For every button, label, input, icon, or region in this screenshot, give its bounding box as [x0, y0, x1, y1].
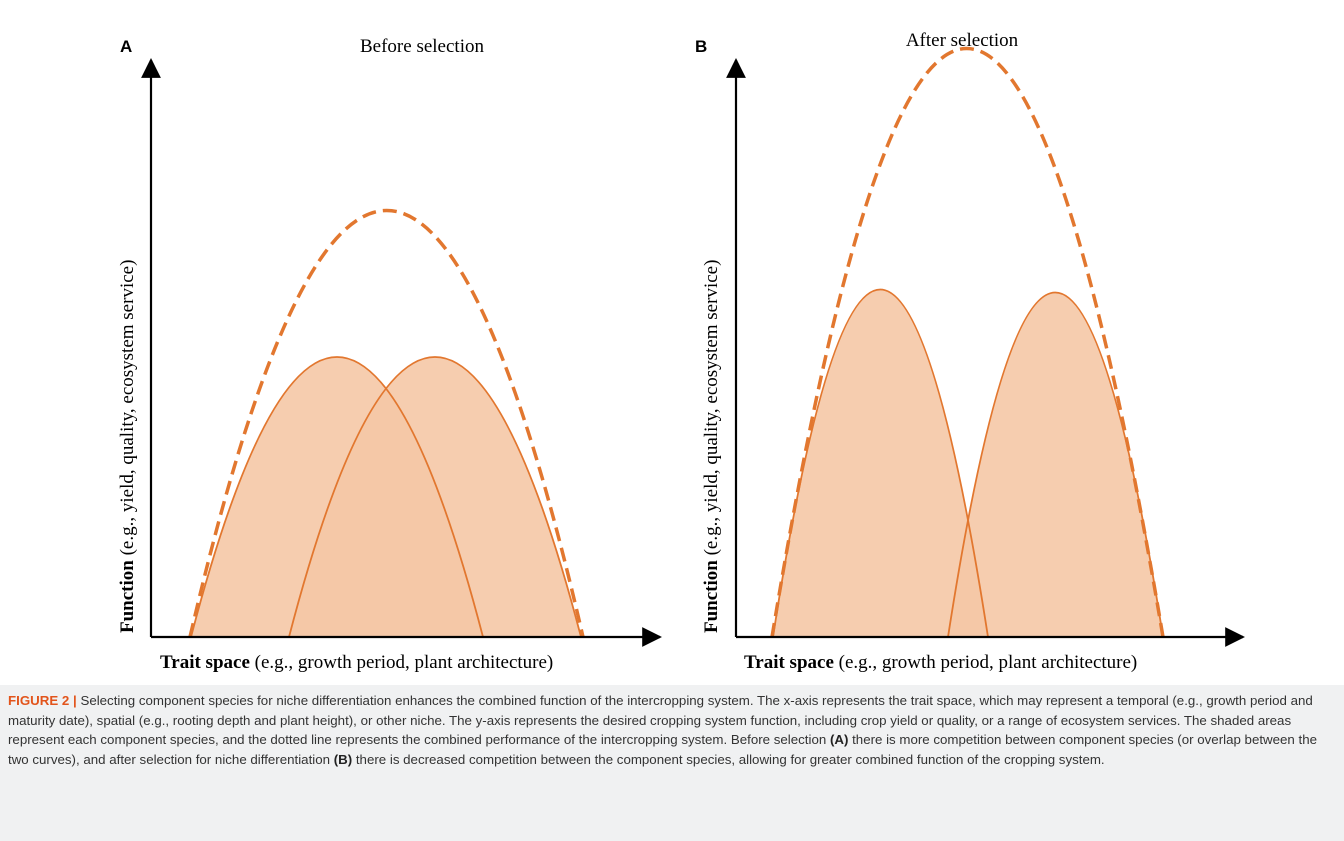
- caption-text-part-1: Selecting component species for niche di…: [8, 693, 1313, 748]
- figure-caption: FIGURE 2 | Selecting component species f…: [8, 691, 1336, 769]
- panel-a-y-label-rest: (e.g., yield, quality, ecosystem service…: [117, 260, 138, 561]
- panel-b-y-label-rest: (e.g., yield, quality, ecosystem service…: [701, 260, 722, 561]
- panel-a-species-2-curve: [288, 356, 582, 638]
- caption-ref-b: (B): [333, 751, 353, 767]
- caption-text-part-3: there is decreased competition between t…: [352, 751, 1105, 767]
- panel-b-x-label: Trait space (e.g., growth period, plant …: [744, 652, 1137, 673]
- panel-a: A Before selection Trait space (e.g., gr…: [117, 36, 662, 673]
- panel-a-y-label-bold: Function: [117, 560, 138, 633]
- panel-a-x-label: Trait space (e.g., growth period, plant …: [160, 652, 553, 673]
- caption-figure-label: FIGURE 2 |: [8, 693, 77, 708]
- figure-svg: A Before selection Trait space (e.g., gr…: [117, 30, 1245, 673]
- panel-a-x-label-rest: (e.g., growth period, plant architecture…: [250, 652, 553, 673]
- panel-b-x-label-bold: Trait space: [744, 652, 834, 673]
- panel-a-species-1-curve: [190, 356, 484, 638]
- panel-a-x-label-bold: Trait space: [160, 652, 250, 673]
- panel-a-combined-curve: [188, 209, 585, 638]
- panel-b-y-label: Function (e.g., yield, quality, ecosyste…: [701, 260, 722, 633]
- panel-b: B After selection Trait space (e.g., gro…: [695, 30, 1245, 673]
- caption-ref-a: (A): [829, 732, 849, 748]
- caption-box: FIGURE 2 | Selecting component species f…: [0, 685, 1344, 841]
- panel-b-combined-curve: [770, 46, 1165, 638]
- panel-b-x-label-rest: (e.g., growth period, plant architecture…: [834, 652, 1137, 673]
- panel-a-y-label: Function (e.g., yield, quality, ecosyste…: [117, 260, 138, 633]
- panel-a-title: Before selection: [360, 36, 484, 57]
- figure: A Before selection Trait space (e.g., gr…: [117, 30, 1245, 673]
- panel-a-letter: A: [120, 37, 132, 56]
- panel-b-y-label-bold: Function: [701, 560, 722, 633]
- caption-text-part-2: there is more competition between compon…: [8, 732, 1318, 767]
- panel-b-letter: B: [695, 37, 707, 56]
- panel-b-title: After selection: [906, 30, 1019, 51]
